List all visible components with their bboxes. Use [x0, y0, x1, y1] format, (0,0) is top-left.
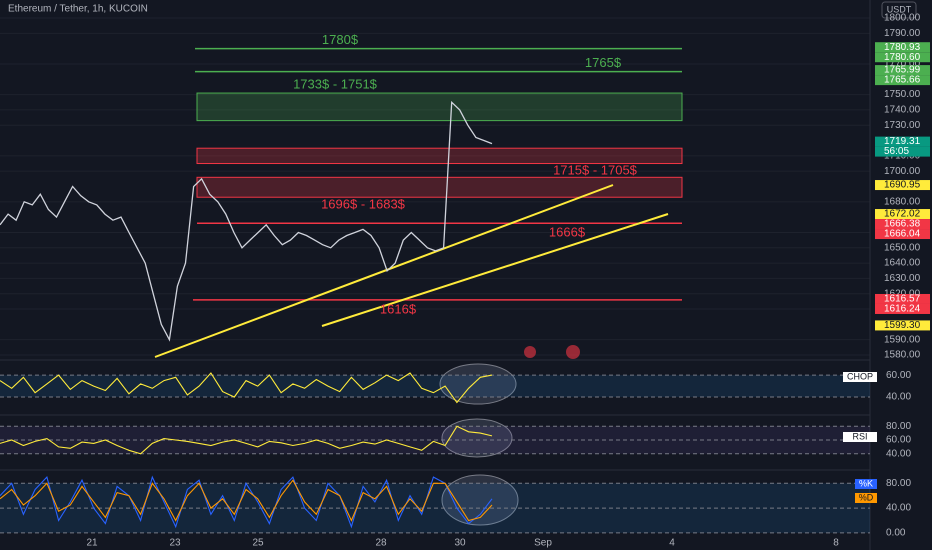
level-label: 1780$: [322, 32, 359, 47]
zone-label: 1715$ - 1705$: [553, 162, 638, 177]
price-tag-label: 1765.99: [884, 65, 921, 76]
price-tag-label: 1780.93: [884, 42, 921, 53]
price-tick-label: 1770.00: [884, 59, 921, 70]
time-label: 21: [86, 538, 98, 549]
zone-box: [196, 92, 683, 122]
price-tick-label: 1680.00: [884, 196, 921, 207]
price-tag: [875, 136, 930, 147]
zone-box: [196, 147, 683, 165]
price-tag-label: 1666.38: [884, 219, 921, 230]
indicator-tag: [855, 493, 877, 503]
price-tag: [875, 303, 930, 314]
indicator-line: [0, 475, 493, 529]
highlight-ellipse: [441, 474, 519, 526]
price-tag: [875, 219, 930, 230]
price-tag: [875, 52, 930, 63]
price-tag: [875, 320, 930, 331]
indicator-tick-label: 60.00: [886, 435, 911, 446]
level-label: 1616$: [380, 301, 417, 316]
trend-line: [321, 213, 669, 327]
indicator-tick-label: 40.00: [886, 503, 911, 514]
price-tag: [875, 65, 930, 76]
currency-label: USDT: [887, 4, 912, 14]
indicator-tick-label: 80.00: [886, 421, 911, 432]
countdown: 56:05: [884, 146, 909, 157]
price-tag: [875, 293, 930, 304]
indicator-tick-label: 80.00: [886, 478, 911, 489]
price-tag: [875, 209, 930, 220]
price-tick-label: 1740.00: [884, 105, 921, 116]
price-tag: [875, 229, 930, 240]
highlight-ellipse: [441, 418, 513, 458]
level-label: 1765$: [585, 55, 622, 70]
price-tick-label: 1750.00: [884, 89, 921, 100]
indicator-tag: [843, 372, 877, 382]
price-tag-label: 1616.24: [884, 304, 921, 315]
zone-label: 1733$ - 1751$: [293, 76, 378, 91]
price-tag-label: 1672.02: [884, 209, 921, 220]
indicator-line: [0, 372, 493, 404]
level-label: 1666$: [549, 225, 586, 240]
price-tick-label: 1800.00: [884, 13, 921, 24]
event-icon[interactable]: [566, 345, 580, 359]
price-tag-label: 1599.30: [884, 320, 921, 331]
price-tag-label: 1690.95: [884, 180, 921, 191]
zone-label: 1696$ - 1683$: [321, 196, 406, 211]
indicator-tick-label: 60.00: [886, 370, 911, 381]
price-tag-label: 1666.04: [884, 229, 921, 240]
currency-button[interactable]: [881, 1, 917, 19]
price-tag-label: 1719.31: [884, 136, 921, 147]
price-tick-label: 1620.00: [884, 288, 921, 299]
price-tick-label: 1700.00: [884, 166, 921, 177]
zone-box: [196, 176, 683, 198]
price-tick-label: 1590.00: [884, 334, 921, 345]
indicator-name: %D: [859, 492, 874, 502]
time-label: Sep: [534, 538, 552, 549]
price-tick-label: 1790.00: [884, 28, 921, 39]
trend-line: [154, 184, 614, 358]
price-tick-label: 1630.00: [884, 273, 921, 284]
indicator-tag: [855, 479, 877, 489]
countdown-tag: [875, 146, 930, 157]
indicator-name: CHOP: [847, 371, 873, 381]
price-tag: [875, 180, 930, 191]
price-tick-label: 1650.00: [884, 242, 921, 253]
price-tick-label: 1730.00: [884, 120, 921, 131]
indicator-name: %K: [859, 478, 873, 488]
time-label: 30: [454, 538, 466, 549]
indicator-tick-label: 40.00: [886, 448, 911, 459]
indicator-tag: [843, 432, 877, 442]
time-label: 4: [669, 538, 675, 549]
time-label: 25: [252, 538, 264, 549]
indicator-band: [0, 375, 870, 398]
price-tag-label: 1765.66: [884, 75, 921, 86]
price-tag-label: 1616.57: [884, 294, 921, 305]
indicator-tick-label: 0.00: [886, 528, 906, 539]
indicator-line: [0, 479, 493, 522]
price-tick-label: 1640.00: [884, 258, 921, 269]
event-icon[interactable]: [524, 346, 536, 358]
price-line: [0, 100, 493, 342]
price-tick-label: 1580.00: [884, 350, 921, 361]
highlight-ellipse: [439, 363, 517, 405]
symbol-title: Ethereum / Tether, 1h, KUCOIN: [8, 4, 148, 15]
time-label: 8: [833, 538, 839, 549]
time-label: 23: [169, 538, 181, 549]
price-tag: [875, 42, 930, 53]
indicator-line: [0, 425, 493, 455]
price-tag-label: 1780.60: [884, 52, 921, 63]
price-tag: [875, 75, 930, 86]
indicator-name: RSI: [852, 431, 867, 441]
indicator-tick-label: 40.00: [886, 392, 911, 403]
time-label: 28: [375, 538, 387, 549]
